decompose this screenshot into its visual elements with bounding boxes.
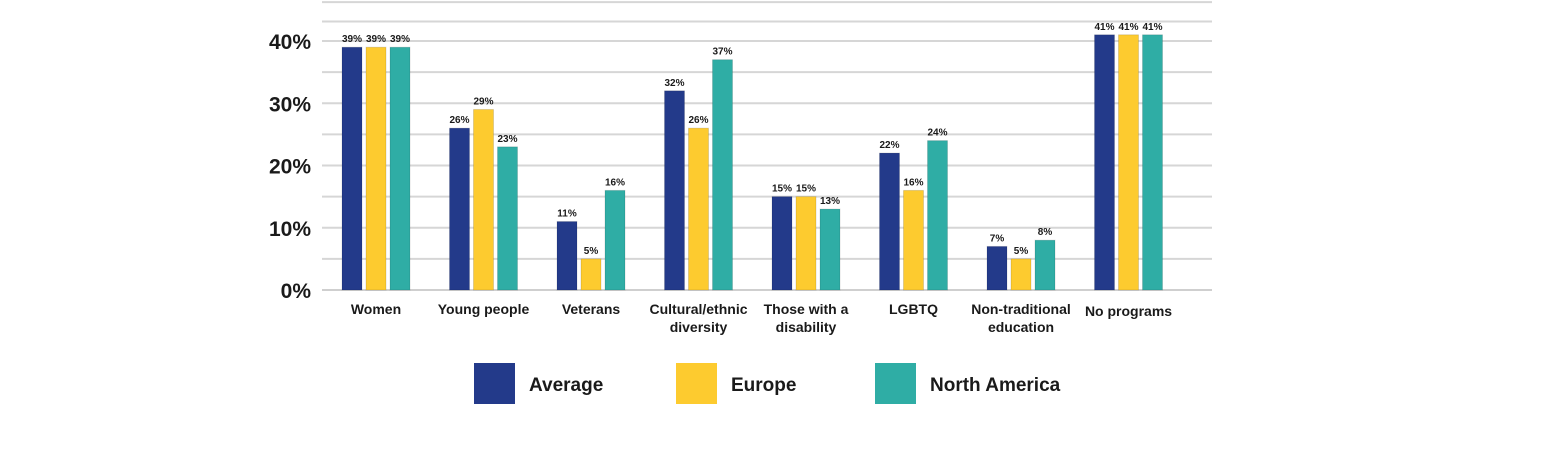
data-label: 39%	[342, 34, 362, 45]
bar	[1094, 34, 1115, 291]
data-label: 29%	[473, 96, 493, 107]
bar	[1118, 34, 1139, 291]
data-label: 15%	[772, 184, 792, 195]
data-label: 7%	[990, 233, 1005, 244]
category-label: No programs	[1085, 303, 1172, 319]
category-label: Non-traditional education	[971, 301, 1071, 335]
bar	[449, 127, 470, 291]
data-label: 5%	[584, 246, 599, 257]
legend-label: Average	[529, 375, 603, 396]
y-tick-label: 10%	[269, 218, 311, 241]
y-tick-label: 30%	[269, 93, 311, 116]
bar	[1034, 239, 1056, 291]
data-label: 13%	[820, 196, 840, 207]
bars	[341, 34, 1163, 291]
y-tick-label: 0%	[281, 280, 312, 303]
data-label: 11%	[557, 209, 577, 220]
bar	[556, 221, 578, 291]
legend-label: Europe	[731, 375, 796, 396]
bar	[927, 140, 948, 291]
data-label: 16%	[903, 177, 923, 188]
bar	[497, 146, 518, 291]
bar	[986, 245, 1008, 291]
data-labels: 39% 39% 39% 26% 29% 23% 11% 5% 16% 32% 26% 37% 15% 15…	[342, 22, 1163, 257]
data-label: 41%	[1142, 22, 1162, 33]
y-tick-label: 40%	[269, 31, 311, 54]
data-label: 22%	[879, 140, 899, 151]
data-label: 41%	[1094, 22, 1114, 33]
legend-swatch	[474, 363, 515, 404]
bar	[389, 46, 411, 291]
category-label: Cultural/ethnic diversity	[649, 301, 747, 335]
bar	[580, 258, 602, 291]
gridlines	[322, 1, 1212, 291]
bar	[473, 108, 494, 291]
data-label: 32%	[664, 78, 684, 89]
bar	[1010, 258, 1032, 291]
bar	[604, 189, 626, 291]
bar	[903, 189, 924, 291]
category-label: Women	[351, 301, 401, 317]
data-label: 26%	[449, 115, 469, 126]
category-label: Young people	[438, 301, 530, 317]
category-label: LGBTQ	[889, 301, 938, 317]
x-axis-categories: Women Young people Veterans Cultural/ethnic…	[351, 301, 1172, 335]
bar	[341, 46, 363, 291]
data-label: 37%	[712, 47, 732, 58]
legend-swatch	[676, 363, 717, 404]
bar	[688, 127, 709, 291]
data-label: 26%	[688, 115, 708, 126]
category-label: Veterans	[562, 301, 621, 317]
data-label: 41%	[1118, 22, 1138, 33]
data-label: 5%	[1014, 246, 1029, 257]
legend-label: North America	[930, 375, 1061, 396]
data-label: 39%	[390, 34, 410, 45]
bar	[1142, 34, 1163, 291]
data-label: 23%	[497, 134, 517, 145]
legend: Average Europe North America	[474, 363, 1061, 404]
bar	[664, 90, 685, 291]
bar	[771, 196, 793, 291]
bar	[879, 152, 900, 291]
y-tick-label: 20%	[269, 156, 311, 179]
data-label: 15%	[796, 184, 816, 195]
bar	[795, 196, 817, 291]
data-label: 24%	[927, 128, 947, 139]
data-label: 8%	[1038, 227, 1053, 238]
bar	[819, 208, 841, 291]
bar	[365, 46, 387, 291]
bar	[712, 59, 733, 291]
category-label: Those with a disability	[764, 301, 849, 335]
data-label: 39%	[366, 34, 386, 45]
legend-swatch	[875, 363, 916, 404]
data-label: 16%	[605, 177, 625, 188]
y-axis-ticks: 0% 10% 20% 30% 40%	[269, 31, 311, 303]
